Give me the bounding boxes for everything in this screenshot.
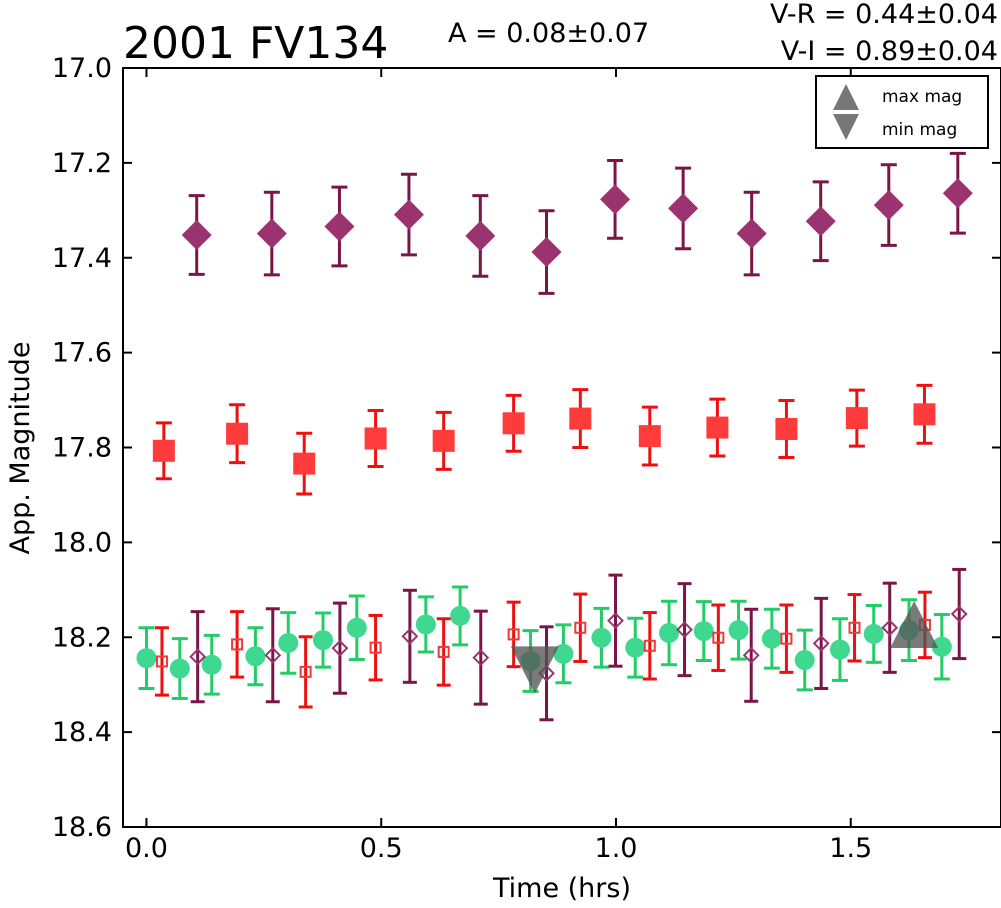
y-tick-label: 18.4	[52, 717, 112, 748]
data-point-circle	[245, 646, 266, 667]
data-point-circle	[591, 627, 612, 648]
data-point-diamond	[881, 619, 899, 637]
data-point-square	[299, 665, 312, 678]
data-point-circle	[278, 632, 299, 653]
data-point-square	[226, 422, 249, 445]
data-point-diamond	[942, 178, 973, 209]
data-point-circle	[625, 637, 646, 658]
data-point-circle	[829, 639, 850, 660]
data-point-square	[569, 407, 592, 430]
chart-title: 2001 FV134	[123, 18, 388, 69]
data-point-circle	[169, 658, 190, 679]
data-point-square	[437, 645, 450, 658]
data-point-square	[364, 427, 387, 450]
y-tick-label: 18.2	[52, 622, 112, 653]
data-point-square	[913, 403, 936, 426]
data-point-diamond	[600, 184, 631, 215]
legend-min-label: min mag	[882, 120, 957, 140]
data-point-diamond	[742, 646, 760, 664]
data-point-square	[369, 641, 382, 654]
data-point-circle	[931, 636, 952, 657]
data-point-diamond	[607, 612, 624, 630]
data-point-square	[706, 416, 729, 439]
x-axis-label: Time (hrs)	[492, 873, 631, 904]
data-point-circle	[659, 622, 680, 643]
data-point-square	[502, 412, 525, 435]
data-point-diamond	[736, 218, 767, 249]
x-tick-label: 0.5	[360, 833, 403, 864]
data-point-circle	[450, 605, 471, 626]
y-axis-label: App. Magnitude	[5, 342, 36, 555]
data-point-diamond	[465, 220, 496, 251]
data-point-square	[780, 632, 793, 645]
axis-ticks: 0.0 0.5 1.0 1.5 17.0 17.2 17.4 17.6 17.8 18.0 18.2…	[52, 53, 1001, 864]
data-point-diamond	[401, 627, 419, 645]
x-tick-label: 1.0	[595, 833, 638, 864]
color-index-vi: V-I = 0.89±0.04	[781, 36, 998, 67]
x-tick-label: 1.5	[829, 833, 872, 864]
data-point-square	[432, 429, 455, 452]
data-point-circle	[346, 617, 367, 638]
data-point-diamond	[873, 190, 904, 221]
data-point-circle	[728, 620, 749, 641]
amplitude-label: A = 0.08±0.07	[448, 18, 649, 49]
data-point-diamond	[189, 648, 207, 666]
data-point-diamond	[531, 237, 562, 268]
triangle-down-icon	[833, 114, 859, 140]
data-point-square	[507, 628, 520, 641]
y-tick-label: 17.6	[52, 338, 112, 369]
data-point-circle	[761, 628, 782, 649]
data-point-diamond	[805, 206, 836, 237]
data-point-diamond	[324, 211, 355, 242]
data-point-diamond	[256, 218, 287, 249]
data-point-diamond	[812, 635, 830, 652]
min-mag-marker	[510, 646, 559, 694]
data-point-diamond	[950, 605, 968, 623]
y-tick-label: 17.4	[52, 243, 112, 274]
data-point-circle	[553, 643, 574, 664]
legend: max mag min mag	[815, 75, 989, 149]
data-point-square	[643, 639, 656, 652]
data-point-square	[293, 452, 316, 475]
data-point-square	[155, 655, 168, 668]
data-point-square	[574, 621, 587, 634]
data-point-square	[712, 631, 725, 644]
data-point-circle	[415, 614, 436, 635]
max-mag-marker	[890, 601, 939, 649]
color-index-vr: V-R = 0.44±0.04	[770, 0, 998, 30]
data-point-square	[848, 621, 861, 634]
data-point-diamond	[393, 199, 424, 230]
data-point-circle	[794, 650, 815, 671]
legend-max-label: max mag	[882, 87, 962, 107]
data-marks	[136, 151, 973, 722]
data-point-square	[638, 425, 661, 448]
data-point-square	[845, 407, 868, 430]
y-tick-label: 18.0	[52, 527, 112, 558]
data-point-diamond	[181, 219, 212, 250]
data-point-diamond	[676, 621, 693, 639]
data-point-diamond	[264, 646, 282, 664]
data-point-circle	[863, 623, 884, 644]
x-tick-label: 0.0	[125, 833, 168, 864]
triangle-up-icon	[833, 84, 859, 110]
data-point-circle	[136, 648, 157, 669]
data-point-diamond	[668, 193, 699, 224]
y-tick-label: 17.8	[52, 433, 112, 464]
y-tick-label: 17.0	[52, 53, 112, 84]
data-point-circle	[313, 630, 334, 651]
data-point-square	[152, 439, 175, 462]
data-point-circle	[201, 654, 222, 675]
data-point-circle	[693, 621, 714, 642]
y-tick-label: 18.6	[52, 812, 112, 843]
y-tick-label: 17.2	[52, 148, 112, 179]
data-point-square	[231, 638, 244, 651]
data-point-diamond	[331, 639, 349, 657]
data-point-square	[775, 417, 798, 440]
data-point-diamond	[472, 649, 490, 667]
